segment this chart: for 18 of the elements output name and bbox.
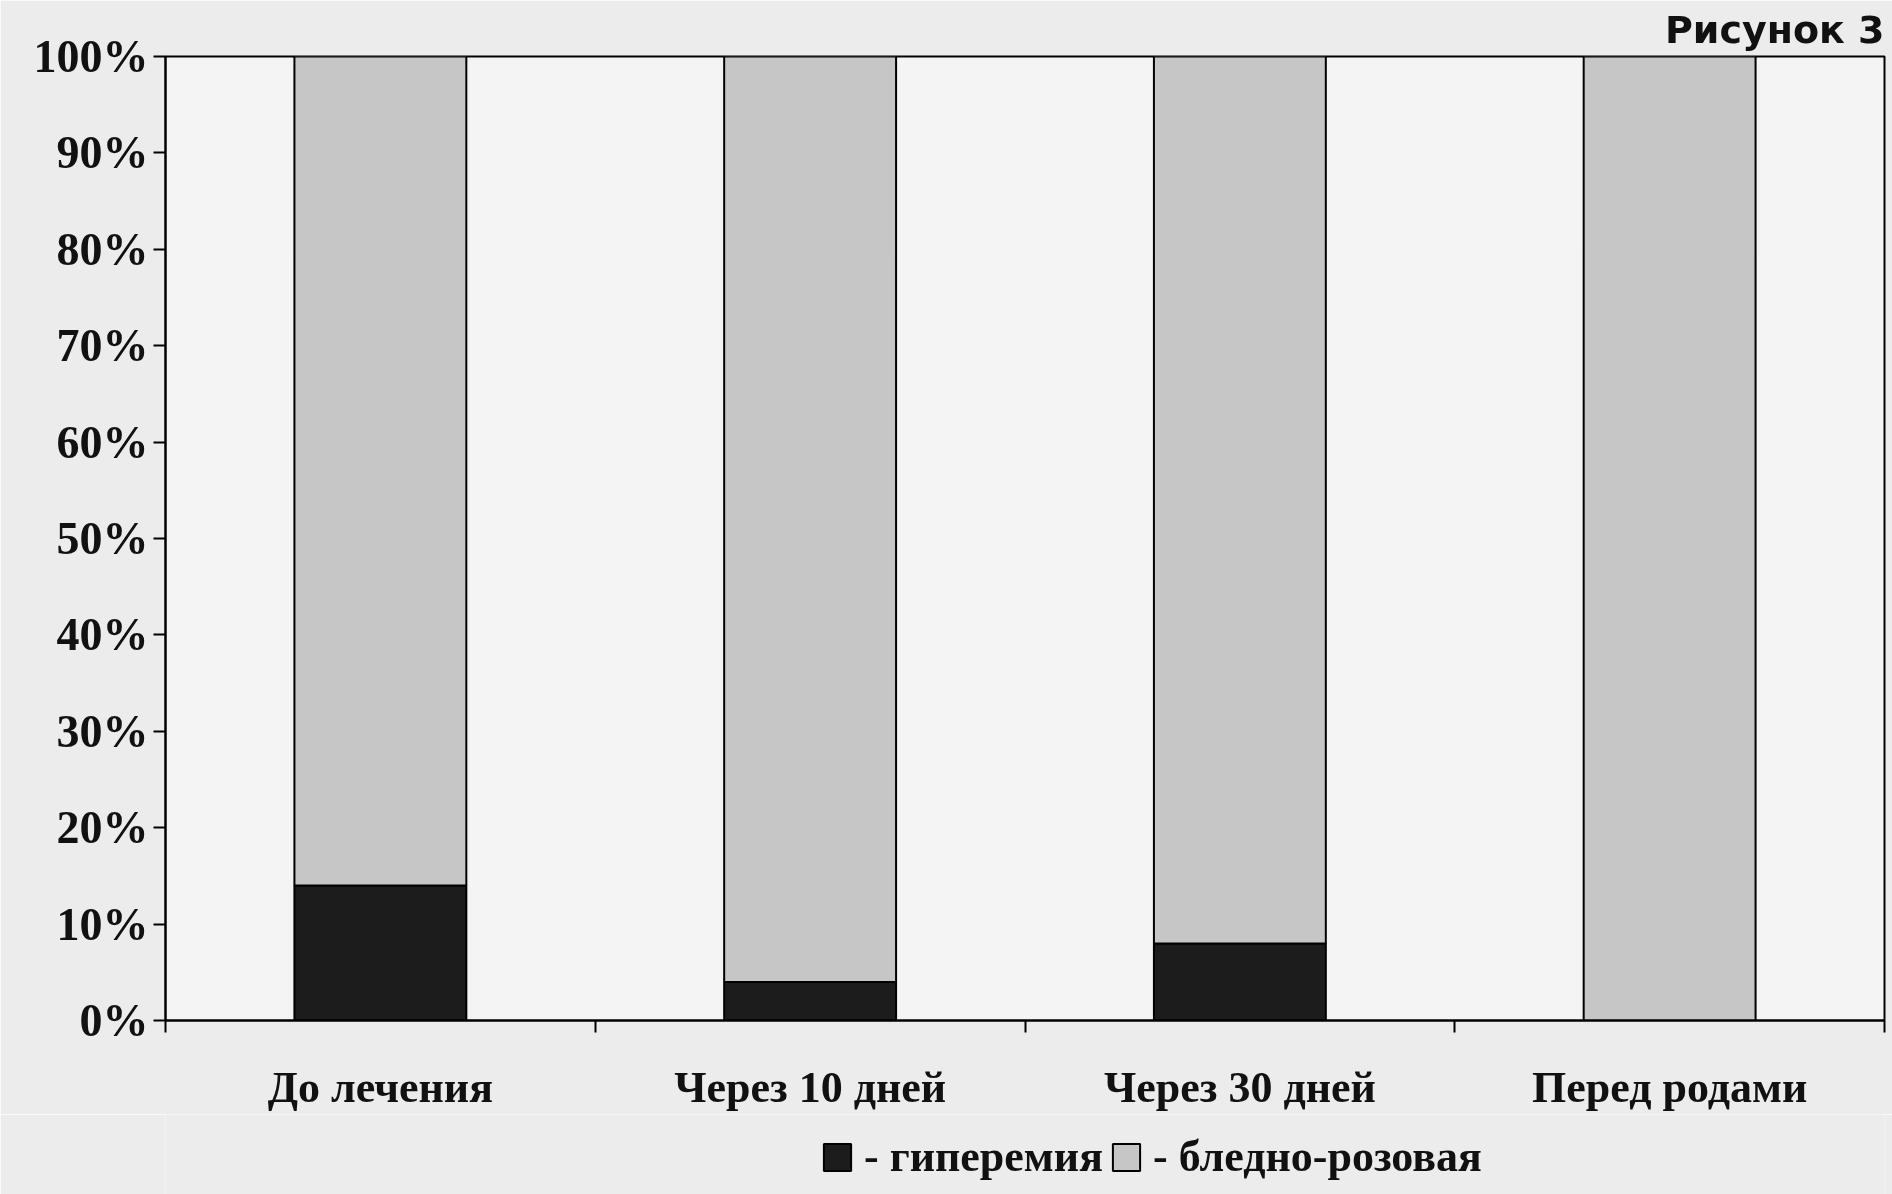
y-tick-label: 70% xyxy=(56,320,149,372)
y-tick-label: 60% xyxy=(56,416,149,468)
y-tick-label: 80% xyxy=(56,223,149,275)
y-tick-label: 50% xyxy=(56,513,149,564)
legend-label: - гиперемия xyxy=(864,1131,1103,1182)
x-tick-label: Через 10 дней xyxy=(674,1062,947,1112)
y-tick-label: 40% xyxy=(56,609,149,661)
y-tick-label: 90% xyxy=(56,127,149,179)
x-tick-label: Перед родами xyxy=(1532,1062,1808,1112)
legend-label: - бледно-розовая xyxy=(1153,1131,1482,1182)
x-tick-label: До лечения xyxy=(267,1062,493,1112)
y-tick-label: 10% xyxy=(56,898,149,950)
y-tick-label: 100% xyxy=(33,31,149,82)
x-tick-label: Через 30 дней xyxy=(1103,1062,1376,1112)
y-tick-label: 20% xyxy=(56,802,149,854)
y-tick-label: 30% xyxy=(56,705,149,757)
chart-title: Рисунок 3 xyxy=(1664,7,1885,52)
y-tick-label: 0% xyxy=(79,995,149,1046)
